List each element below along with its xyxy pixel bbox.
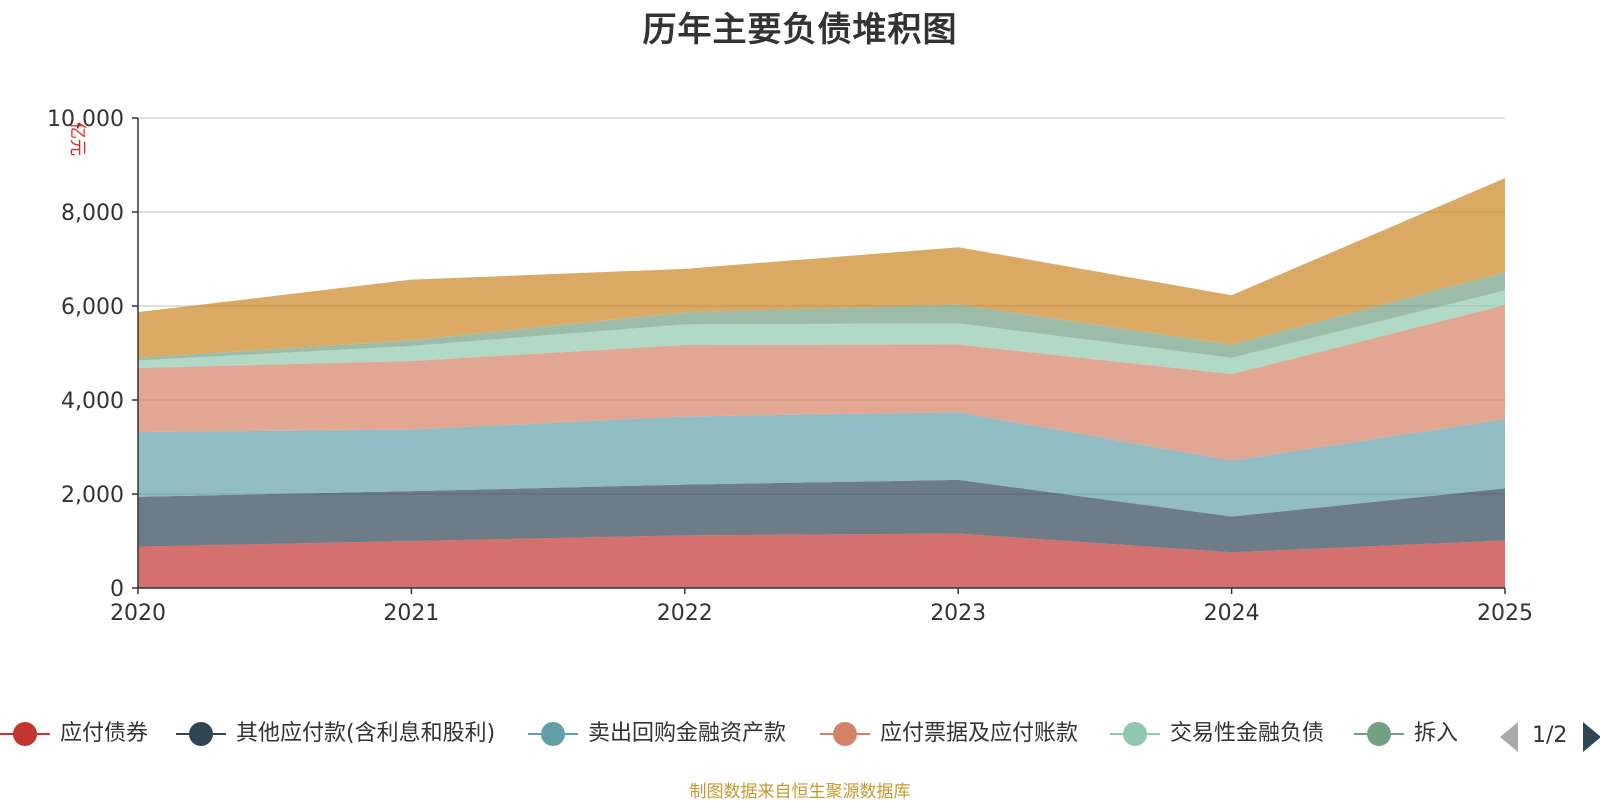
y-tick-label: 2,000: [61, 483, 124, 508]
x-tick-label: 2022: [657, 601, 713, 626]
y-tick-label: 8,000: [61, 201, 124, 226]
legend-pager: 1/2: [1500, 718, 1600, 754]
legend-dot-icon: [1123, 722, 1147, 746]
x-tick-label: 2020: [110, 601, 166, 626]
legend-label: 卖出回购金融资产款: [588, 721, 787, 746]
legend-label: 应付票据及应付账款: [880, 721, 1079, 746]
legend-label: 拆入: [1414, 721, 1459, 746]
x-tick-label: 2023: [930, 601, 986, 626]
y-tick-label: 0: [110, 577, 124, 602]
data-source-note: 制图数据来自恒生聚源数据库: [689, 782, 911, 802]
legend-dot-icon: [1367, 722, 1391, 746]
axes: 0 2,000 4,000 6,000 8,000 10,000 2020 2021 2022 2…: [47, 107, 1533, 626]
y-tick-label: 4,000: [61, 389, 124, 414]
x-tick-label: 2021: [383, 601, 439, 626]
legend: 应付债券 其他应付款(含利息和股利) 卖出回购金融资产款 应付票据及应付账款 交…: [0, 714, 1470, 754]
y-tick-label: 6,000: [61, 295, 124, 320]
area-series-4[interactable]: [138, 305, 1505, 461]
y-axis-unit-label: 亿元: [67, 122, 87, 156]
legend-label: 交易性金融负债: [1170, 721, 1325, 746]
area-series-6[interactable]: [138, 272, 1505, 361]
area-series-2[interactable]: [138, 479, 1505, 553]
legend-page-indicator: 1/2: [1532, 723, 1568, 748]
area-series-1[interactable]: [138, 533, 1505, 588]
chart-title: 历年主要负债堆积图: [642, 10, 958, 50]
legend-next-page-icon[interactable]: [1583, 722, 1600, 752]
legend-dot-icon: [541, 722, 565, 746]
y-tick-label: 10,000: [47, 107, 124, 132]
x-tick-label: 2025: [1477, 601, 1533, 626]
legend-dot-icon: [833, 722, 857, 746]
legend-label: 其他应付款(含利息和股利): [236, 721, 496, 746]
legend-dot-icon: [189, 722, 213, 746]
legend-dot-icon: [13, 722, 37, 746]
area-series-5[interactable]: [138, 290, 1505, 375]
legend-prev-page-icon[interactable]: [1500, 722, 1518, 752]
area-series-3[interactable]: [138, 412, 1505, 517]
area-series-7[interactable]: [138, 178, 1505, 358]
legend-label: 应付债券: [60, 721, 149, 746]
x-tick-label: 2024: [1204, 601, 1260, 626]
area-series: [138, 178, 1505, 588]
